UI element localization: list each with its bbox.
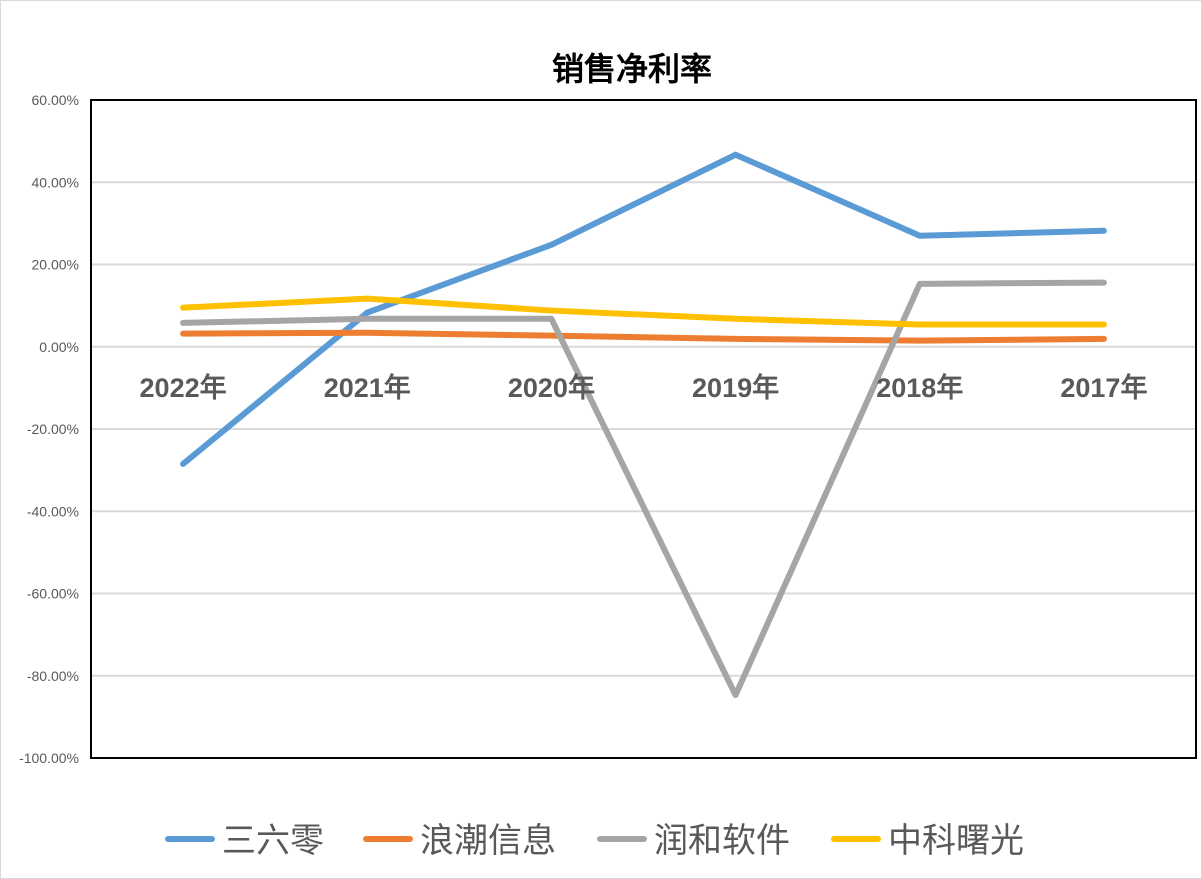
y-tick-label: 20.00% <box>32 257 79 273</box>
x-tick-label: 2019年 <box>692 372 779 403</box>
legend-label: 浪潮信息 <box>420 822 556 860</box>
x-tick-label: 2020年 <box>508 372 595 403</box>
series-line-润和软件 <box>180 279 1107 699</box>
plot-area <box>90 99 1197 759</box>
y-tick-label: 0.00% <box>39 339 79 355</box>
x-tick-label: 2022年 <box>140 372 227 403</box>
legend-label: 润和软件 <box>654 822 790 860</box>
legend-label: 三六零 <box>222 822 324 860</box>
series-line-三六零 <box>180 151 1107 467</box>
chart-title: 销售净利率 <box>552 51 712 87</box>
y-tick-label: 40.00% <box>32 174 79 190</box>
y-tick-label: 60.00% <box>32 92 79 108</box>
y-tick-label: -40.00% <box>27 503 79 519</box>
y-tick-label: -80.00% <box>27 668 79 684</box>
y-tick-label: -20.00% <box>27 421 79 437</box>
legend-label: 中科曙光 <box>888 822 1024 860</box>
x-tick-label: 2017年 <box>1060 372 1147 403</box>
y-tick-label: -100.00% <box>19 750 79 766</box>
series-line-中科曙光 <box>180 295 1107 328</box>
x-tick-label: 2021年 <box>324 372 411 403</box>
y-tick-label: -60.00% <box>27 586 79 602</box>
series-line-浪潮信息 <box>180 329 1107 344</box>
x-tick-label: 2018年 <box>876 372 963 403</box>
